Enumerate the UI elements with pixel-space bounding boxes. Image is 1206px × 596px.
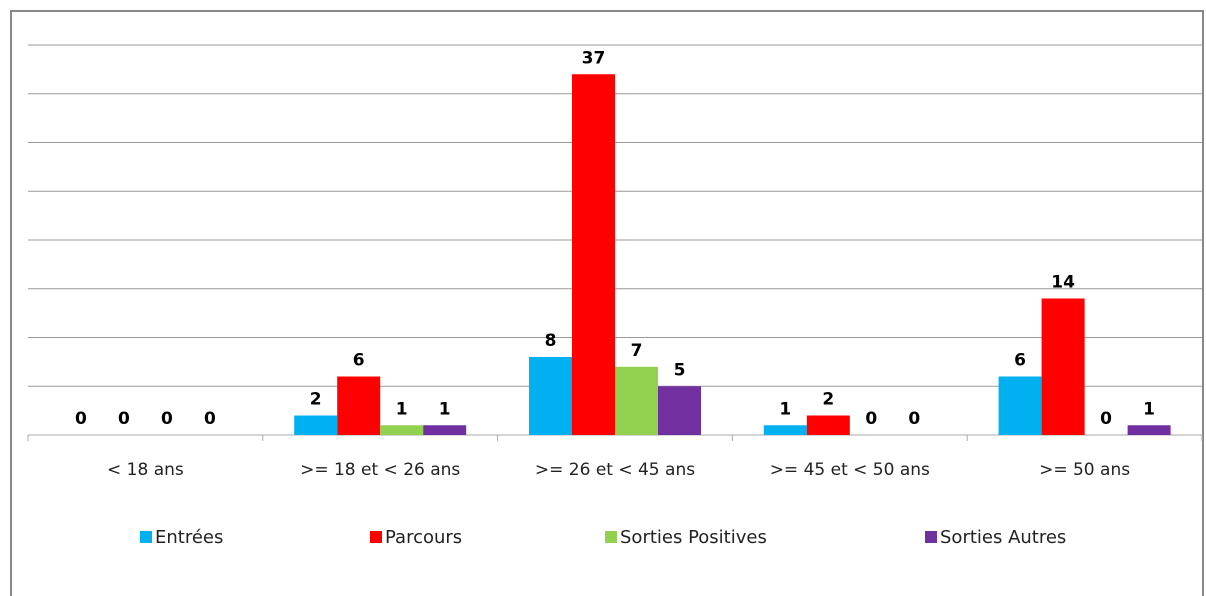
x-tick-label: >= 50 ans bbox=[1039, 460, 1130, 480]
bar bbox=[380, 425, 424, 435]
bar bbox=[337, 376, 381, 435]
bar bbox=[615, 366, 658, 435]
chart-frame bbox=[10, 10, 1204, 596]
bar bbox=[998, 376, 1042, 435]
data-label: 8 bbox=[545, 331, 557, 351]
data-label: 1 bbox=[1143, 399, 1155, 419]
bar bbox=[806, 415, 850, 435]
data-label: 2 bbox=[310, 390, 322, 410]
data-label: 2 bbox=[822, 390, 834, 410]
x-tick-label: >= 26 et < 45 ans bbox=[535, 460, 695, 480]
data-label: 0 bbox=[908, 409, 920, 429]
legend-label: Sorties Autres bbox=[940, 527, 1066, 548]
data-label: 6 bbox=[1014, 351, 1026, 371]
data-label: 1 bbox=[439, 399, 451, 419]
data-label: 6 bbox=[353, 351, 365, 371]
x-tick-label: >= 18 et < 26 ans bbox=[300, 460, 460, 480]
data-label: 14 bbox=[1051, 273, 1075, 293]
legend-label: Sorties Positives bbox=[620, 527, 767, 548]
bar bbox=[572, 74, 615, 435]
bar bbox=[658, 386, 701, 435]
data-label: 1 bbox=[779, 399, 791, 419]
data-label: 0 bbox=[204, 409, 216, 429]
data-label: 0 bbox=[1100, 409, 1112, 429]
legend-label: Entrées bbox=[155, 527, 223, 548]
bar bbox=[1041, 298, 1085, 435]
data-label: 5 bbox=[674, 360, 686, 380]
bar bbox=[529, 357, 572, 435]
legend-swatch bbox=[605, 531, 617, 543]
data-label: 7 bbox=[631, 341, 643, 361]
data-label: 0 bbox=[161, 409, 173, 429]
data-label: 0 bbox=[75, 409, 87, 429]
data-label: 37 bbox=[582, 48, 606, 68]
legend-label: Parcours bbox=[385, 527, 462, 548]
bar bbox=[1127, 425, 1171, 435]
x-tick-label: >= 45 et < 50 ans bbox=[770, 460, 930, 480]
data-label: 0 bbox=[118, 409, 130, 429]
bar bbox=[763, 425, 807, 435]
data-label: 1 bbox=[396, 399, 408, 419]
data-label: 0 bbox=[865, 409, 877, 429]
legend-swatch bbox=[370, 531, 382, 543]
legend-swatch bbox=[140, 531, 152, 543]
legend-swatch bbox=[925, 531, 937, 543]
x-tick-label: < 18 ans bbox=[107, 460, 184, 480]
bar bbox=[294, 415, 338, 435]
bar bbox=[423, 425, 467, 435]
